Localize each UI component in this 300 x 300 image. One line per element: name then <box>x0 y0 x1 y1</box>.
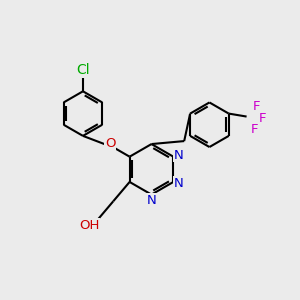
Text: F: F <box>253 100 261 113</box>
Text: N: N <box>174 149 184 162</box>
Text: F: F <box>250 123 258 136</box>
Text: F: F <box>259 112 267 124</box>
Text: OH: OH <box>79 218 100 232</box>
Text: O: O <box>105 137 116 150</box>
Text: N: N <box>147 194 156 207</box>
Text: Cl: Cl <box>76 63 90 77</box>
Text: N: N <box>174 177 184 190</box>
